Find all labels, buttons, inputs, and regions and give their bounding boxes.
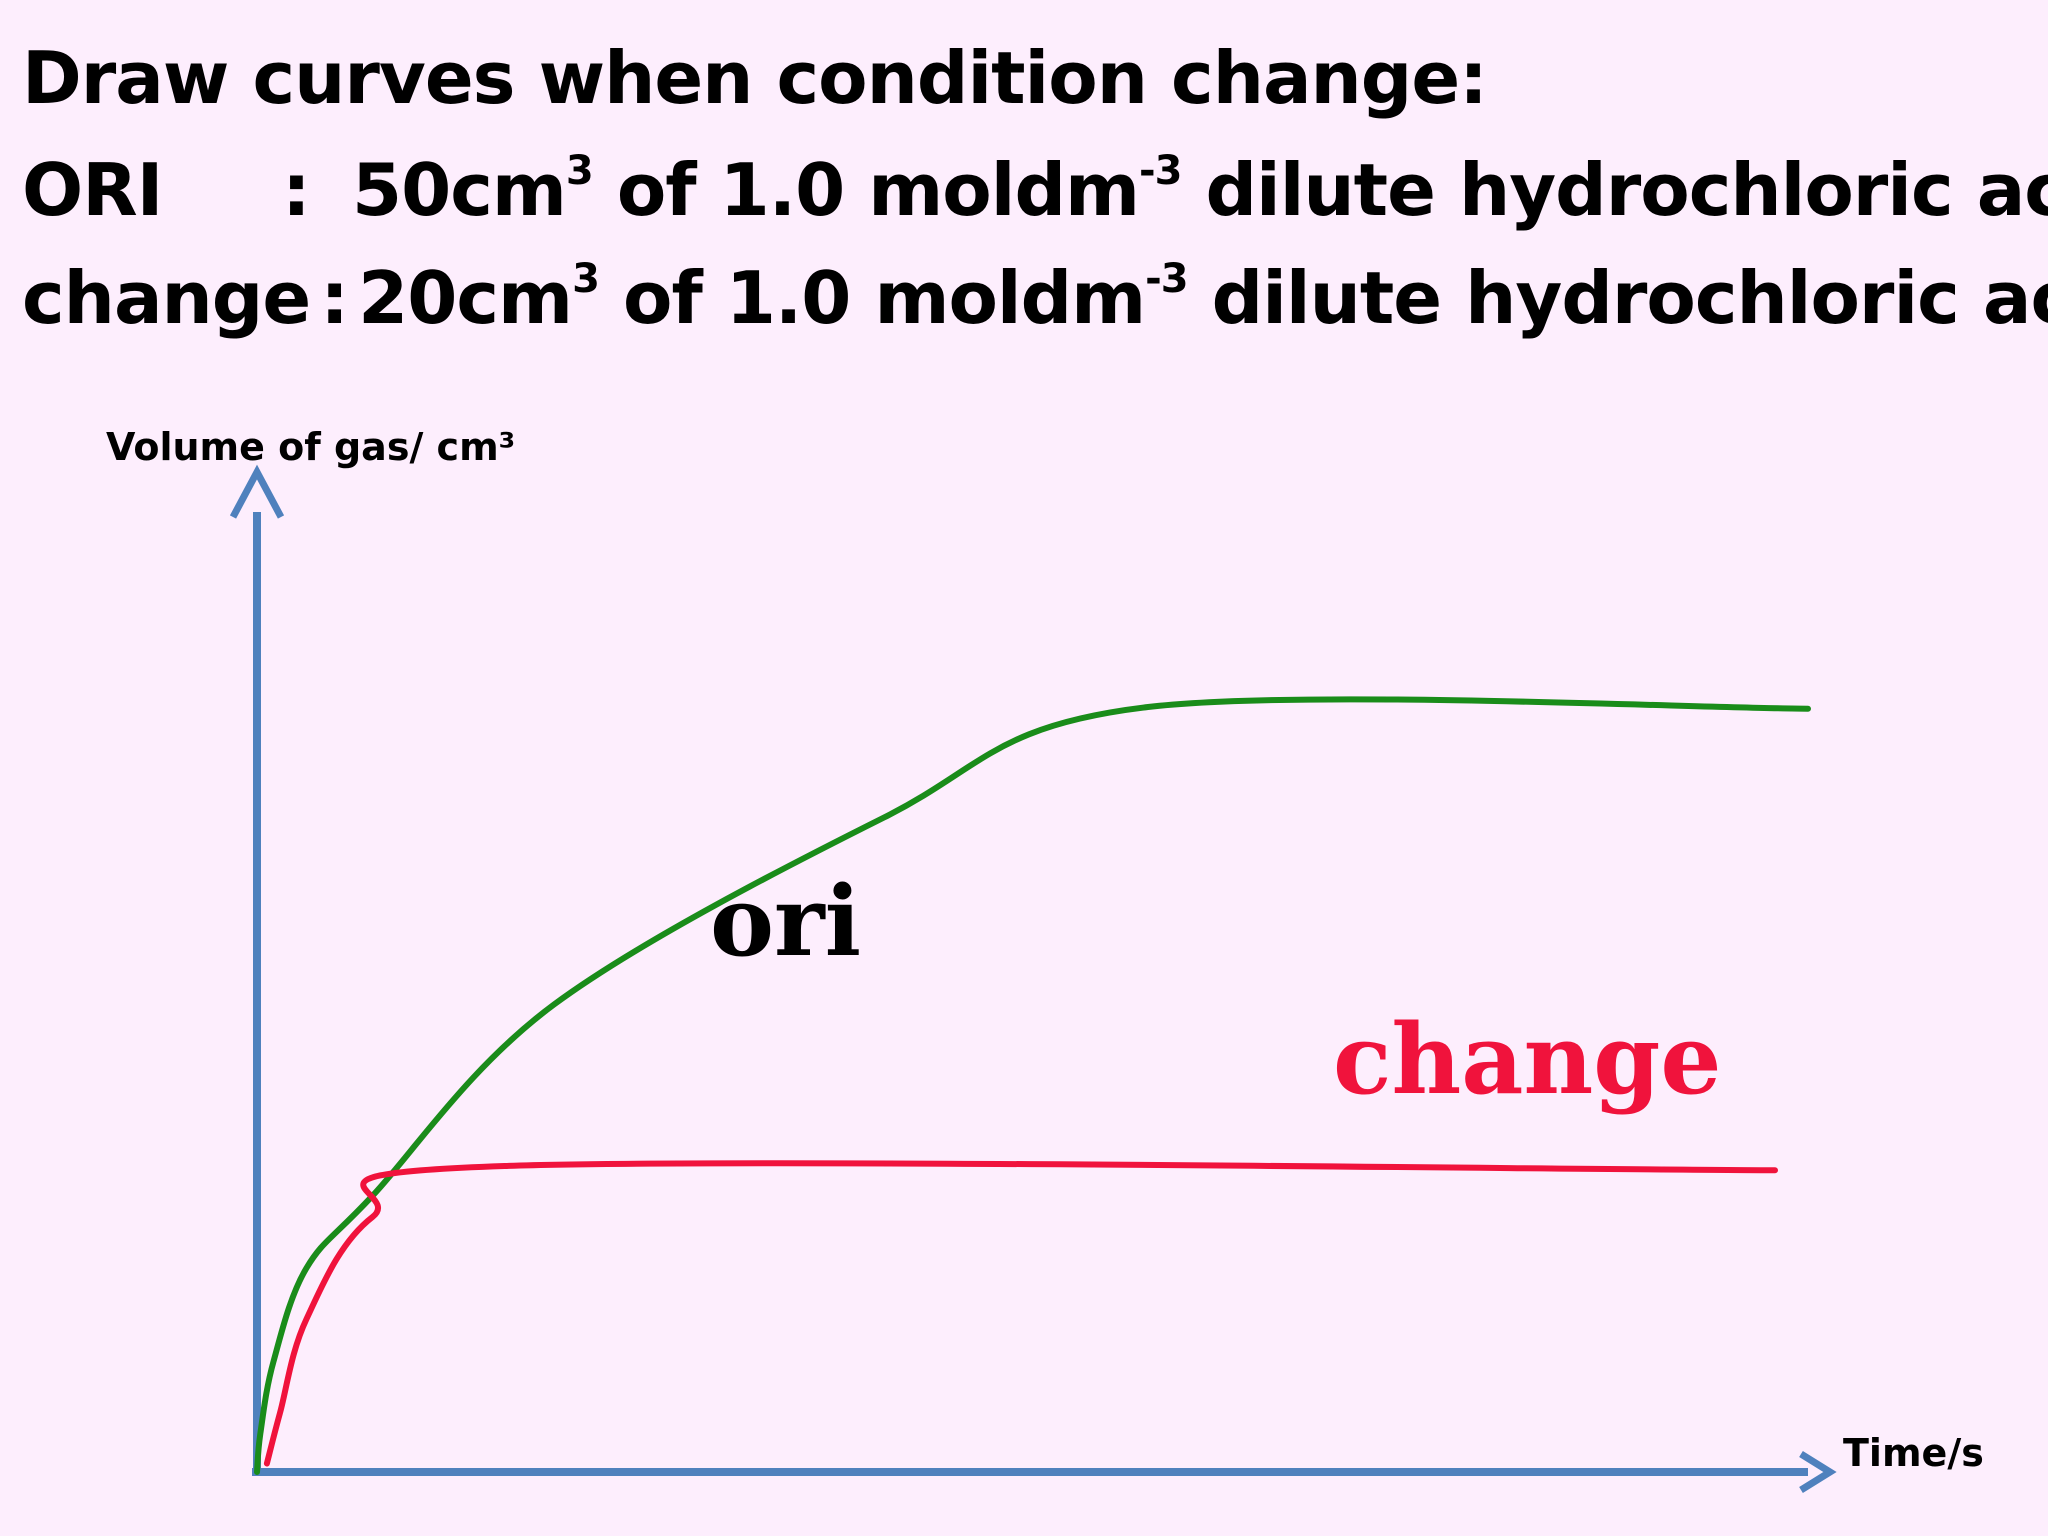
change-condition: change:20cm3 of 1.0 moldm-3 dilute hydro… — [22, 256, 2048, 340]
slide-title: Draw curves when condition change: — [22, 36, 1488, 120]
ori-concentration: of 1.0 moldm — [592, 148, 1140, 232]
ori-tag: ORI — [22, 148, 163, 232]
change-volume-exponent: 3 — [572, 256, 600, 302]
change-separator: : — [320, 256, 349, 340]
y-axis-arrow — [229, 464, 285, 519]
ori-volume: 50cm — [352, 148, 567, 232]
ori-condition: ORI:50cm3 of 1.0 moldm-3 dilute hydrochl… — [22, 148, 2048, 232]
change-volume: 20cm — [358, 256, 573, 340]
ori-volume-exponent: 3 — [565, 148, 594, 194]
ori-curve — [254, 696, 1811, 1475]
change-series-label: change — [1333, 1003, 1721, 1116]
ori-acid-text: dilute hydrochloric acid — [1181, 148, 2048, 232]
change-concentration-exponent: -3 — [1145, 256, 1188, 302]
series-layer: ori change — [254, 696, 1811, 1475]
change-tag: change — [22, 256, 311, 340]
change-concentration: of 1.0 moldm — [598, 256, 1146, 340]
change-curve — [263, 1160, 1778, 1467]
ori-series-label: ori — [710, 865, 861, 978]
ori-concentration-exponent: -3 — [1139, 148, 1182, 194]
ori-separator: : — [282, 148, 311, 232]
y-axis-label: Volume of gas/ cm³ — [106, 425, 515, 469]
x-axis-arrow — [1799, 1451, 1837, 1493]
change-acid-text: dilute hydrochloric acid — [1211, 256, 2048, 340]
x-axis-label: Time/s — [1843, 1431, 1984, 1475]
